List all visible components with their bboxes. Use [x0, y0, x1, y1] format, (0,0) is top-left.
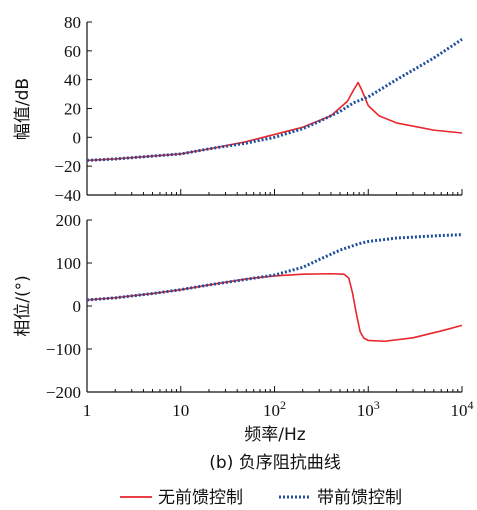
- phase-y-ticks: 200 100 0 −100 −200: [46, 211, 92, 402]
- x-axis-label: 频率/Hz: [244, 425, 306, 445]
- phase-y-tick-label: 0: [73, 297, 82, 316]
- magnitude-panel: 80 60 40 20 0 −20 −40 幅值/dB: [13, 13, 463, 205]
- phase-series-with-feedforward: [86, 233, 463, 302]
- x-tick-label: 1: [83, 401, 92, 420]
- x-tick-label: 102: [263, 398, 286, 420]
- phase-series-no-feedforward: [86, 272, 463, 343]
- phase-y-tick-label: 200: [56, 211, 82, 230]
- magnitude-series-with-feedforward: [86, 38, 463, 162]
- magnitude-series: [86, 38, 463, 162]
- legend-label-no-feedforward: 无前馈控制: [158, 488, 243, 508]
- phase-panel: 200 100 0 −100 −200 1 10 102 103 104 相位/(°) 频率/H…: [13, 211, 474, 445]
- phase-series: [86, 233, 463, 343]
- magnitude-y-tick-label: 20: [64, 100, 81, 119]
- magnitude-y-ticks: 80 60 40 20 0 −20 −40: [54, 13, 92, 205]
- phase-y-tick-label: 100: [56, 254, 82, 273]
- x-tick-label: 10: [172, 401, 189, 420]
- magnitude-y-tick-label: −40: [54, 186, 81, 205]
- magnitude-y-label: 幅值/dB: [13, 78, 33, 140]
- phase-y-label: 相位/(°): [13, 275, 33, 337]
- magnitude-x-ticks: [86, 189, 463, 195]
- phase-y-tick-label: −200: [46, 383, 81, 402]
- magnitude-y-tick-label: 0: [73, 128, 82, 147]
- magnitude-y-tick-label: 60: [64, 42, 81, 61]
- legend: 无前馈控制 带前馈控制: [120, 488, 402, 508]
- phase-y-tick-label: −100: [46, 340, 81, 359]
- phase-x-ticks: 1 10 102 103 104: [83, 386, 474, 420]
- magnitude-y-tick-label: 80: [64, 13, 81, 32]
- x-tick-label: 103: [357, 398, 380, 420]
- legend-label-with-feedforward: 带前馈控制: [317, 488, 402, 508]
- x-tick-label: 104: [451, 398, 474, 420]
- magnitude-y-tick-label: 40: [64, 71, 81, 90]
- figure-caption: (b) 负序阻抗曲线: [209, 453, 340, 473]
- magnitude-y-tick-label: −20: [54, 157, 81, 176]
- magnitude-series-no-feedforward: [86, 81, 463, 162]
